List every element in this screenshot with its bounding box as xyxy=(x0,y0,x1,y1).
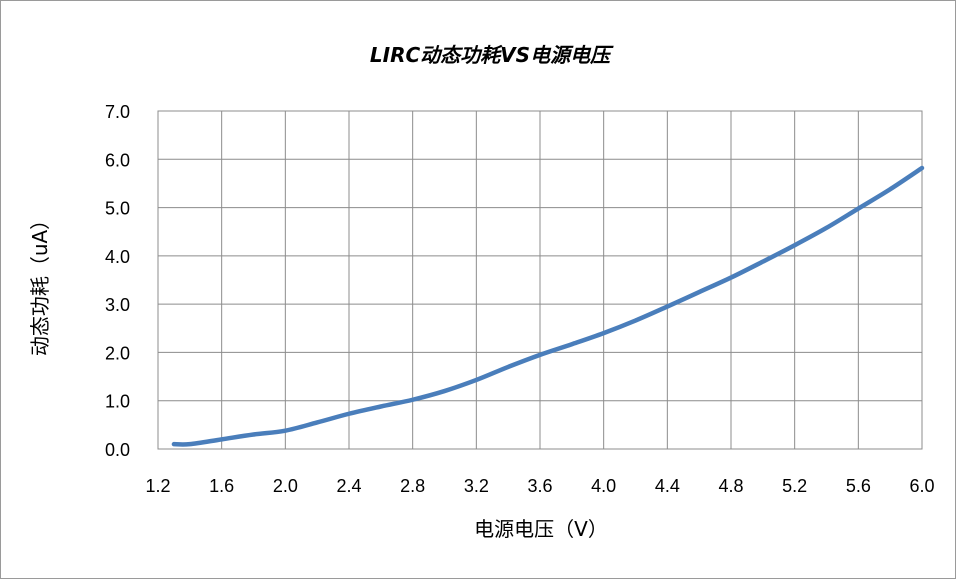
x-tick-label: 5.2 xyxy=(782,476,807,496)
x-tick-label: 2.8 xyxy=(400,476,425,496)
chart-title: LIRC动态功耗VS电源电压 xyxy=(370,43,614,67)
y-tick-label: 1.0 xyxy=(105,392,130,412)
y-tick-label: 5.0 xyxy=(105,199,130,219)
y-tick-label: 0.0 xyxy=(105,440,130,460)
plot-area-border xyxy=(157,110,923,450)
x-tick-label: 2.4 xyxy=(336,476,361,496)
y-tick-label: 6.0 xyxy=(105,150,130,170)
x-tick-label: 4.8 xyxy=(718,476,743,496)
x-tick-label: 2.0 xyxy=(273,476,298,496)
x-tick-label: 4.0 xyxy=(591,476,616,496)
series-line-0 xyxy=(171,165,925,447)
y-tick-label: 3.0 xyxy=(105,295,130,315)
tick-labels: 1.2 1.6 2.0 2.4 2.8 3.2 3.6 4.0 4.4 4.8 5.2 5.6 6.0 0… xyxy=(105,102,935,496)
x-tick-label: 1.6 xyxy=(209,476,234,496)
x-tick-label: 6.0 xyxy=(909,476,934,496)
series-layer xyxy=(171,165,925,447)
x-tick-label: 3.2 xyxy=(464,476,489,496)
x-tick-label: 1.2 xyxy=(145,476,170,496)
y-tick-label: 7.0 xyxy=(105,102,130,122)
y-tick-label: 2.0 xyxy=(105,343,130,363)
x-tick-label: 3.6 xyxy=(527,476,552,496)
x-tick-label: 5.6 xyxy=(846,476,871,496)
y-tick-label: 4.0 xyxy=(105,247,130,267)
x-tick-label: 4.4 xyxy=(655,476,680,496)
y-axis-label: 动态功耗（uA） xyxy=(28,210,52,356)
x-axis-label: 电源电压（V） xyxy=(474,517,608,541)
